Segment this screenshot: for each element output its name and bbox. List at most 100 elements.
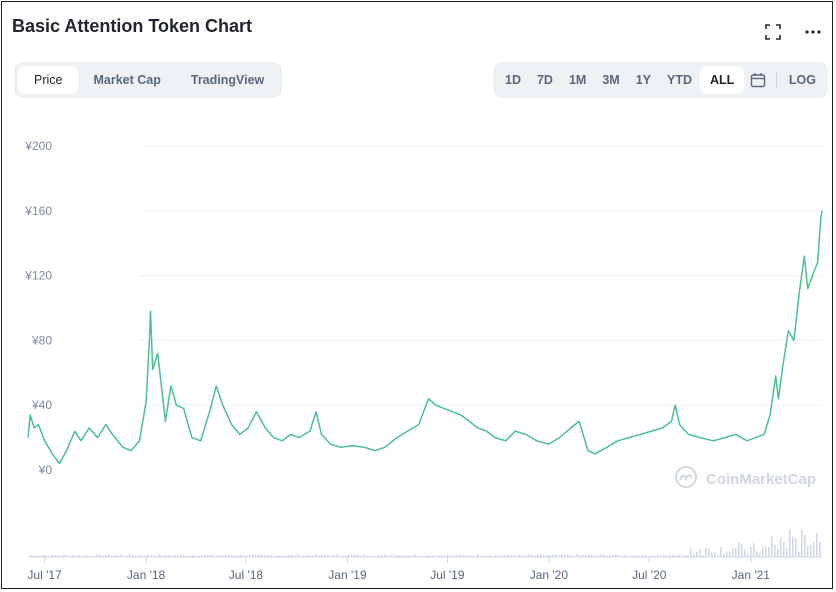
- volume-bar: [45, 554, 47, 557]
- volume-bar: [135, 555, 137, 557]
- range-1d[interactable]: 1D: [505, 73, 521, 87]
- range-7d[interactable]: 7D: [536, 73, 553, 87]
- x-tick-label: Jan '20: [530, 568, 569, 582]
- volume-bar: [540, 554, 542, 557]
- volume-bar: [717, 554, 719, 557]
- volume-bar: [489, 555, 491, 557]
- volume-bar: [759, 553, 761, 557]
- volume-bar: [555, 554, 557, 557]
- volume-bar: [336, 554, 338, 557]
- y-tick-label: ¥200: [24, 139, 52, 153]
- tab-price[interactable]: Price: [18, 66, 79, 94]
- volume-bar: [462, 554, 464, 557]
- volume-bar: [696, 552, 698, 557]
- volume-bar: [711, 552, 713, 557]
- x-tick-label: Jan '19: [328, 568, 367, 582]
- volume-bar: [84, 554, 86, 557]
- grid-lines: [140, 145, 822, 406]
- tab-tradingview[interactable]: TradingView: [190, 73, 265, 87]
- volume-bar: [396, 555, 398, 557]
- volume-bar: [786, 547, 788, 557]
- volume-bar: [771, 536, 773, 557]
- range-all[interactable]: ALL: [700, 66, 745, 94]
- volume-bar: [108, 554, 110, 557]
- volume-bar: [819, 541, 821, 557]
- volume-bar: [168, 555, 170, 557]
- volume-bar: [273, 555, 275, 557]
- range-3m[interactable]: 3M: [602, 73, 620, 87]
- log-scale-toggle[interactable]: LOG: [788, 73, 816, 87]
- volume-bar: [459, 554, 461, 557]
- volume-bar: [591, 554, 593, 557]
- volume-bar: [153, 555, 155, 557]
- volume-bar: [444, 555, 446, 557]
- volume-bar: [471, 555, 473, 557]
- volume-bar: [69, 555, 71, 557]
- volume-bar: [726, 551, 728, 557]
- volume-bar: [255, 554, 257, 557]
- volume-bar: [600, 554, 602, 557]
- volume-bar: [330, 555, 332, 557]
- volume-bar: [366, 555, 368, 557]
- range-ytd[interactable]: YTD: [667, 73, 693, 87]
- volume-bar: [690, 547, 692, 557]
- volume-bar: [321, 554, 323, 557]
- volume-bar: [114, 555, 116, 557]
- volume-bar: [183, 554, 185, 557]
- volume-bar: [120, 554, 122, 557]
- volume-bar: [612, 555, 614, 557]
- volume-bar: [447, 554, 449, 557]
- volume-bar: [432, 555, 434, 557]
- volume-bar: [51, 554, 53, 557]
- calendar-icon[interactable]: [744, 66, 772, 94]
- volume-bar: [270, 554, 272, 557]
- volume-bar: [42, 555, 44, 557]
- volume-bar: [504, 554, 506, 557]
- volume-bar: [420, 555, 422, 557]
- volume-bar: [87, 555, 89, 557]
- y-tick-label: ¥0: [38, 463, 53, 477]
- volume-bar: [222, 555, 224, 557]
- volume-bar: [276, 555, 278, 557]
- volume-bar: [294, 555, 296, 557]
- volume-bar: [594, 554, 596, 557]
- volume-bar: [429, 555, 431, 557]
- range-1y[interactable]: 1Y: [635, 73, 652, 87]
- volume-bar: [282, 555, 284, 557]
- volume-bar: [300, 555, 302, 557]
- volume-bar: [762, 546, 764, 557]
- volume-bar: [180, 554, 182, 557]
- volume-bar: [192, 555, 194, 557]
- volume-bar: [132, 555, 134, 557]
- more-options-icon[interactable]: [803, 22, 823, 42]
- volume-bar: [675, 555, 677, 557]
- volume-bar: [582, 554, 584, 557]
- volume-bar: [633, 554, 635, 557]
- volume-bar: [777, 548, 779, 557]
- volume-bar: [357, 554, 359, 557]
- volume-bar: [621, 555, 623, 557]
- range-1m[interactable]: 1M: [568, 73, 587, 87]
- volume-bar: [549, 554, 551, 557]
- volume-bar: [363, 554, 365, 557]
- volume-bar: [468, 555, 470, 557]
- volume-bar: [774, 544, 776, 557]
- volume-bar: [561, 554, 563, 557]
- tab-market-cap[interactable]: Market Cap: [93, 73, 161, 87]
- volume-bar: [297, 554, 299, 557]
- x-axis-ticks: Jul '17 Jan '18 Jul '18 Jan '19 Jul '19 Jan '…: [27, 557, 770, 582]
- volume-bar: [453, 554, 455, 557]
- volume-bar: [390, 555, 392, 557]
- volume-bar: [423, 555, 425, 557]
- volume-bar: [687, 555, 689, 557]
- volume-bar: [522, 554, 524, 557]
- volume-bar: [510, 554, 512, 557]
- volume-bar: [573, 555, 575, 557]
- volume-bar: [483, 555, 485, 557]
- volume-bar: [525, 555, 527, 557]
- volume-bar: [438, 555, 440, 557]
- volume-bar: [141, 555, 143, 557]
- volume-bar: [648, 555, 650, 557]
- fullscreen-icon[interactable]: [763, 22, 783, 42]
